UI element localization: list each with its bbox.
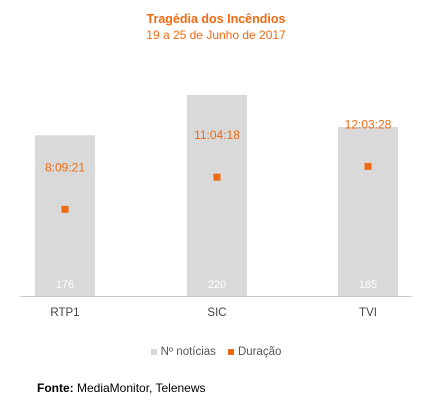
- bar-rtp1: [35, 135, 95, 296]
- legend-swatch-noticias: [150, 349, 157, 355]
- duration-point-tvi: [364, 162, 372, 170]
- source-text: MediaMonitor, Telenews: [77, 381, 206, 395]
- x-tick-label-rtp1: RTP1: [50, 307, 79, 319]
- legend-swatch-duracao: [227, 349, 234, 355]
- legend-item-duracao: Duração: [227, 346, 282, 358]
- legend-label-noticias: Nº notícias: [160, 346, 216, 358]
- bar-value-label-rtp1: 176: [56, 279, 74, 291]
- duration-label-sic: 11:04:18: [194, 128, 240, 142]
- bar-value-label-sic: 220: [208, 279, 226, 291]
- source-label: Fonte:: [37, 381, 74, 395]
- duration-point-sic: [213, 173, 221, 181]
- bar-tvi: [338, 126, 398, 297]
- bar-sic: [187, 95, 247, 296]
- legend: Nº notícias Duração: [0, 346, 432, 358]
- legend-item-noticias: Nº notícias: [150, 346, 216, 358]
- legend-label-duracao: Duração: [237, 346, 282, 358]
- duration-label-rtp1: 8:09:21: [45, 160, 85, 174]
- bar-value-label-tvi: 185: [359, 279, 377, 291]
- x-tick-label-sic: SIC: [207, 307, 226, 319]
- source-note: Fonte: MediaMonitor, Telenews: [37, 381, 206, 395]
- x-tick-label-tvi: TVI: [359, 307, 377, 319]
- chart-title: Tragédia dos Incêndios: [146, 12, 286, 26]
- chart-subtitle: 19 a 25 de Junho de 2017: [146, 28, 286, 42]
- duration-label-tvi: 12:03:28: [345, 117, 392, 131]
- bar-chart: 176 8:09:21 RTP1 220 11:04:18 SIC 185 12:03:28 T…: [20, 95, 412, 319]
- duration-point-rtp1: [61, 205, 69, 213]
